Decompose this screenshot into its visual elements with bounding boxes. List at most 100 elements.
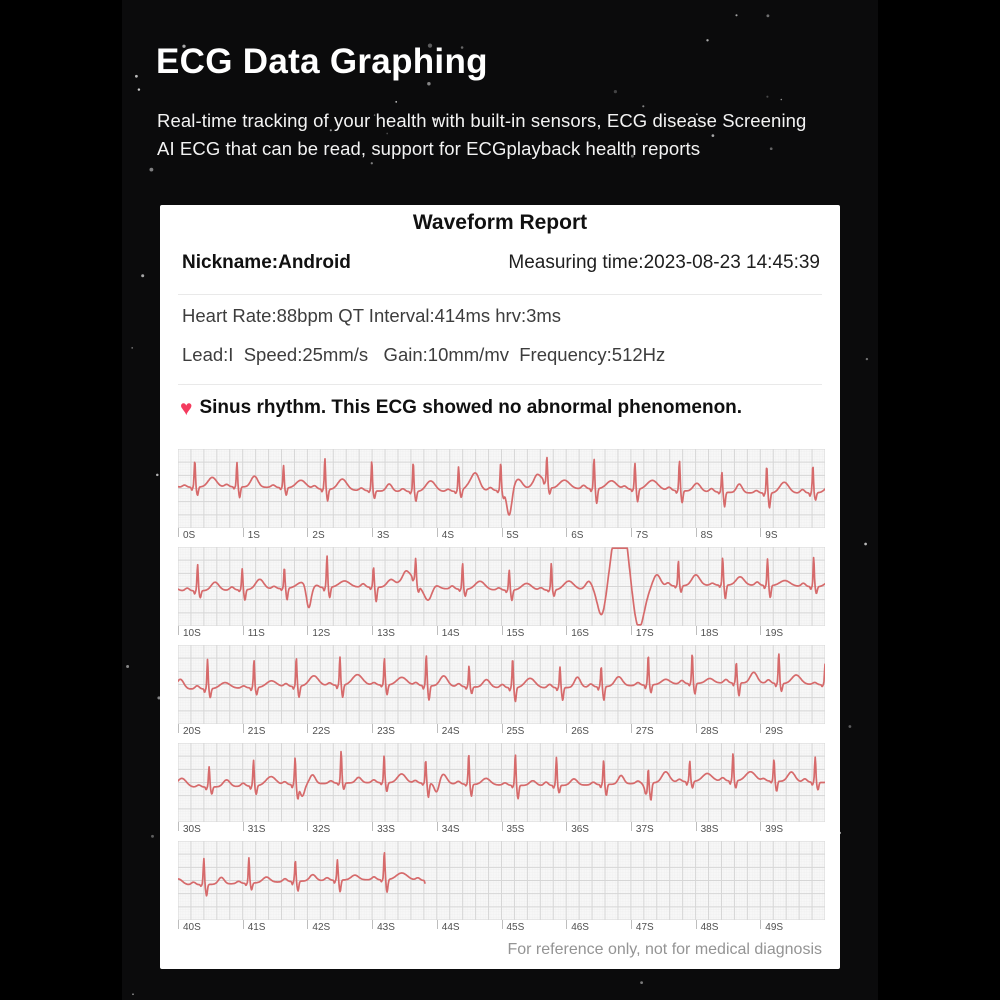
tick-label: 43S — [377, 922, 395, 933]
tick-label: 38S — [700, 824, 719, 835]
diagnosis-row: ♥ Sinus rhythm. This ECG showed no abnor… — [180, 397, 742, 419]
ecg-waveform — [178, 653, 825, 703]
tick-label: 5S — [506, 530, 519, 541]
ecg-waveform — [178, 750, 825, 801]
tick-mark — [436, 822, 438, 831]
time-tick: 10S — [178, 626, 201, 642]
tick-mark — [372, 724, 374, 733]
tick-mark — [372, 920, 374, 929]
tick-row: 0S 1S 2S 3S 4S 5S 6S 7S 8S 9S — [178, 528, 825, 547]
time-tick: 0S — [178, 528, 195, 544]
tick-mark — [307, 724, 309, 733]
time-tick: 38S — [695, 822, 719, 838]
time-tick: 5S — [501, 528, 519, 544]
time-tick: 39S — [760, 822, 783, 838]
tick-label: 25S — [506, 726, 525, 737]
tick-mark — [501, 626, 503, 635]
tick-mark — [372, 626, 374, 635]
tick-label: 22S — [312, 726, 331, 737]
tick-mark — [178, 724, 179, 733]
time-tick: 46S — [566, 920, 589, 936]
tick-label: 3S — [377, 530, 390, 541]
time-tick: 22S — [307, 724, 330, 740]
tick-mark — [501, 724, 503, 733]
tick-label: 23S — [377, 726, 395, 737]
ecg-strip: 30S 31S 32S 33S 34S 35S 36S 37S 38S 39S — [178, 743, 825, 841]
tick-label: 17S — [635, 628, 654, 639]
tick-label: 19S — [765, 628, 784, 639]
tick-mark — [566, 920, 568, 929]
tick-label: 28S — [700, 726, 719, 737]
tick-label: 34S — [441, 824, 460, 835]
tick-label: 42S — [312, 922, 331, 933]
tick-label: 40S — [183, 922, 201, 933]
time-tick: 44S — [436, 920, 460, 936]
tick-label: 1S — [247, 530, 260, 541]
tick-row: 40S 41S 42S 43S 44S 45S 46S 47S 48S 49S — [178, 920, 825, 939]
ecg-strip: 10S 11S 12S 13S 14S 15S 16S 17S 18S 19S — [178, 547, 825, 645]
diagnosis-text: Sinus rhythm. This ECG showed no abnorma… — [199, 397, 743, 418]
tick-mark — [307, 920, 309, 929]
tick-label: 44S — [441, 922, 460, 933]
tick-mark — [695, 724, 697, 733]
time-tick: 35S — [501, 822, 524, 838]
ecg-strip-chart — [178, 841, 825, 920]
tick-mark — [242, 822, 244, 831]
time-tick: 1S — [242, 528, 260, 544]
ecg-strip-chart — [178, 547, 825, 626]
tick-label: 21S — [247, 726, 266, 737]
tick-mark — [242, 724, 244, 733]
vitals-line-2: Lead:I Speed:25mm/s Gain:10mm/mv Frequen… — [182, 344, 666, 365]
tick-mark — [566, 626, 568, 635]
ecg-strip: 40S 41S 42S 43S 44S 45S 46S 47S 48S 49S — [178, 841, 825, 939]
tick-mark — [630, 920, 632, 929]
time-tick: 34S — [436, 822, 460, 838]
tick-label: 45S — [506, 922, 525, 933]
time-tick: 26S — [566, 724, 589, 740]
time-tick: 21S — [242, 724, 266, 740]
tick-label: 46S — [571, 922, 589, 933]
tick-label: 33S — [377, 824, 395, 835]
time-tick: 33S — [372, 822, 395, 838]
tick-label: 16S — [571, 628, 589, 639]
time-tick: 25S — [501, 724, 525, 740]
tick-label: 20S — [183, 726, 201, 737]
time-tick: 16S — [566, 626, 589, 642]
tick-mark — [630, 724, 632, 733]
time-tick: 17S — [630, 626, 654, 642]
tick-label: 49S — [765, 922, 784, 933]
ecg-strips: 0S 1S 2S 3S 4S 5S 6S 7S 8S 9S 10S 11S 12S 13S 14S 15S 16… — [178, 449, 825, 939]
tick-label: 39S — [765, 824, 784, 835]
time-tick: 27S — [630, 724, 654, 740]
time-tick: 18S — [695, 626, 718, 642]
tick-mark — [242, 626, 244, 635]
report-meta-row: Nickname:Android Measuring time:2023-08-… — [182, 252, 820, 274]
vitals-line-1: Heart Rate:88bpm QT Interval:414ms hrv:3… — [182, 305, 562, 326]
time-tick: 13S — [372, 626, 395, 642]
tick-mark — [307, 528, 309, 537]
time-tick: 15S — [501, 626, 524, 642]
time-tick: 7S — [630, 528, 648, 544]
time-tick: 8S — [695, 528, 713, 544]
ecg-strip-chart — [178, 645, 825, 724]
time-tick: 30S — [178, 822, 201, 838]
time-tick: 32S — [307, 822, 330, 838]
time-tick: 31S — [242, 822, 266, 838]
ecg-strip-chart — [178, 743, 825, 822]
time-tick: 14S — [436, 626, 460, 642]
time-tick: 11S — [242, 626, 265, 642]
tick-mark — [566, 822, 568, 831]
tick-label: 31S — [247, 824, 266, 835]
tick-mark — [501, 822, 503, 831]
tick-mark — [178, 920, 179, 929]
tick-mark — [178, 822, 179, 831]
time-tick: 20S — [178, 724, 201, 740]
measuring-time-value: Measuring time:2023-08-23 14:45:39 — [508, 252, 820, 273]
tick-mark — [307, 822, 309, 831]
tick-label: 30S — [183, 824, 201, 835]
tick-mark — [372, 528, 374, 537]
time-tick: 23S — [372, 724, 395, 740]
tick-label: 9S — [765, 530, 778, 541]
waveform-report-card: Waveform Report Nickname:Android Measuri… — [160, 205, 840, 969]
time-tick: 4S — [436, 528, 454, 544]
